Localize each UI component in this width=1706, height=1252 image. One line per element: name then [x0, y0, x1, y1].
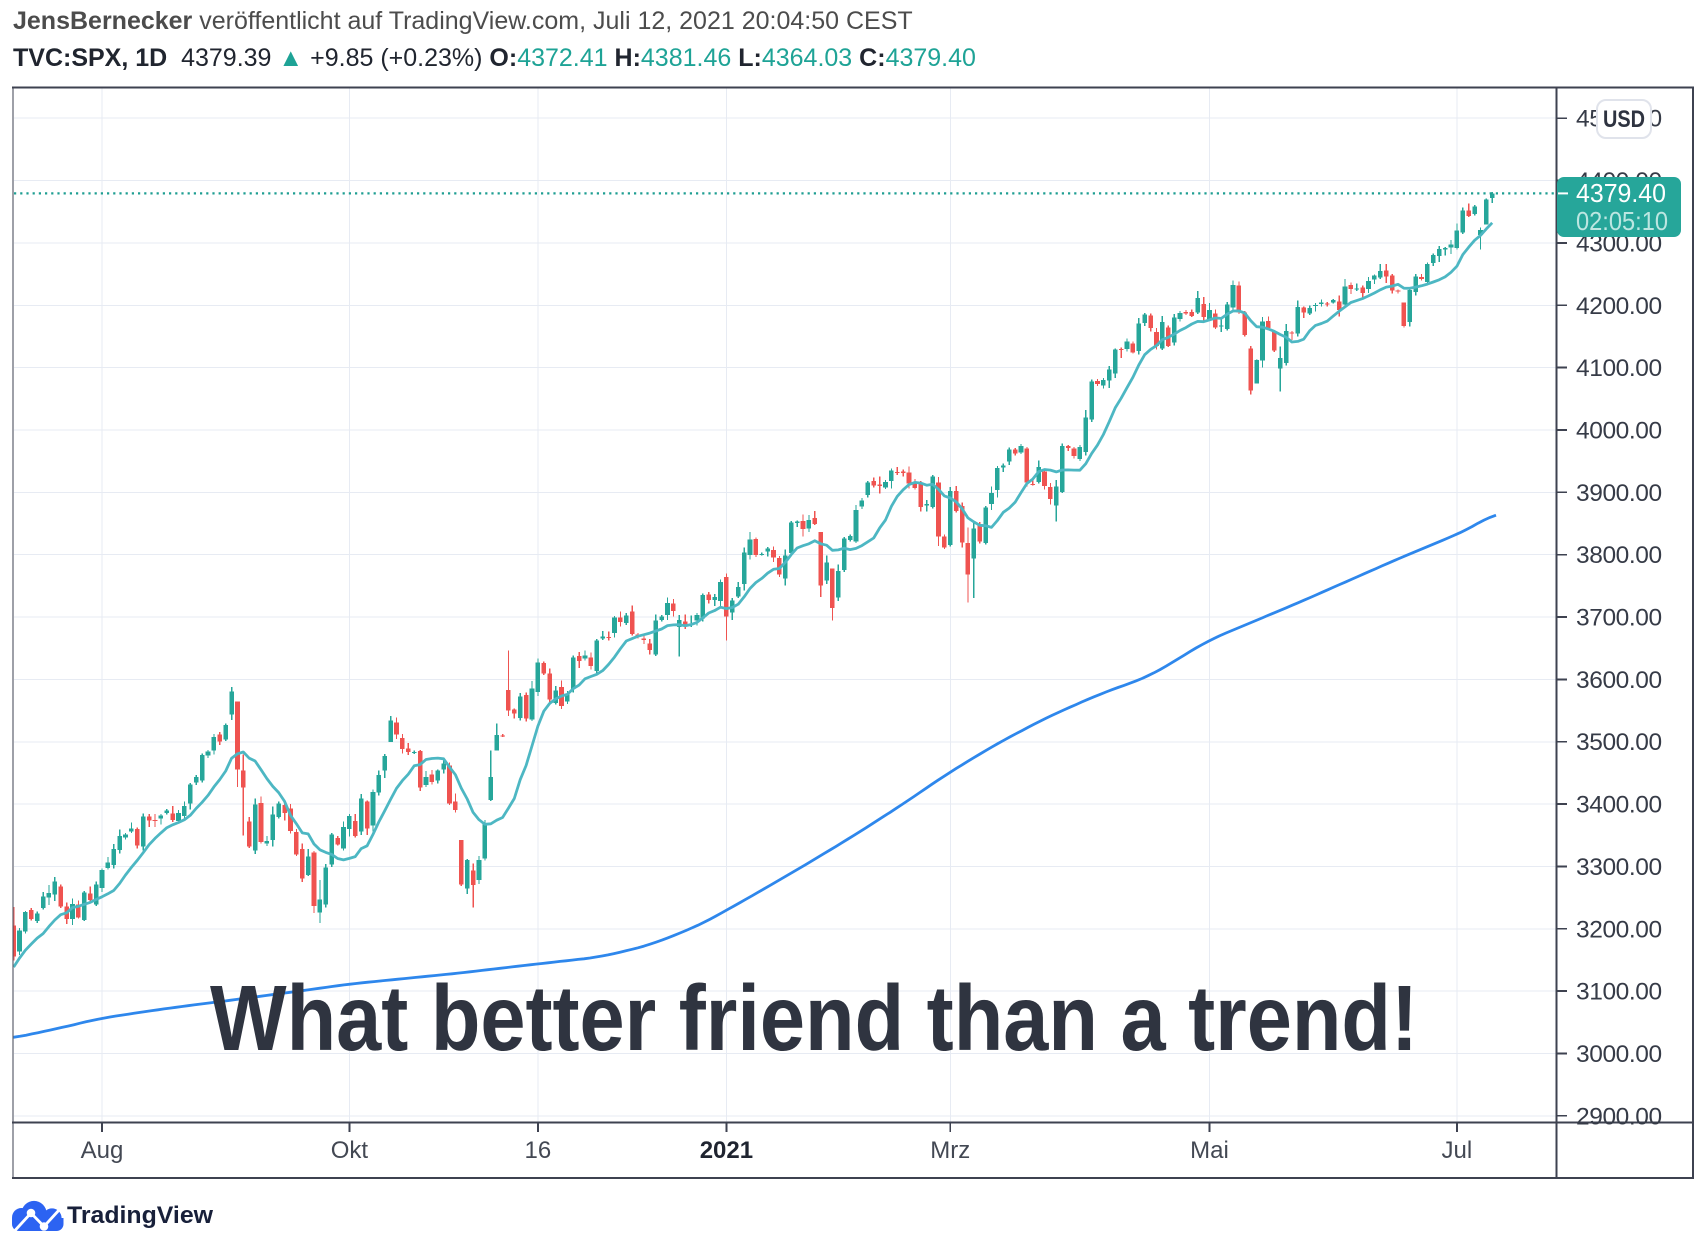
svg-text:3800.00: 3800.00: [1576, 542, 1662, 569]
svg-text:Jul: Jul: [1442, 1137, 1473, 1164]
svg-text:TradingView: TradingView: [67, 1202, 213, 1229]
svg-text:3700.00: 3700.00: [1576, 605, 1662, 632]
svg-text:3500.00: 3500.00: [1576, 729, 1662, 756]
svg-text:4379.40: 4379.40: [1576, 178, 1666, 208]
svg-text:2021: 2021: [700, 1137, 753, 1164]
svg-text:16: 16: [525, 1137, 552, 1164]
svg-text:3300.00: 3300.00: [1576, 854, 1662, 881]
svg-text:USD: USD: [1603, 106, 1645, 133]
svg-text:4200.00: 4200.00: [1576, 293, 1662, 320]
svg-text:3000.00: 3000.00: [1576, 1041, 1662, 1068]
svg-text:2900.00: 2900.00: [1576, 1103, 1662, 1130]
svg-text:Mai: Mai: [1190, 1137, 1229, 1164]
svg-text:What better friend than a tren: What better friend than a trend!: [210, 966, 1418, 1070]
svg-text:3100.00: 3100.00: [1576, 979, 1662, 1006]
svg-text:3900.00: 3900.00: [1576, 480, 1662, 507]
svg-text:Okt: Okt: [331, 1137, 369, 1164]
svg-text:02:05:10: 02:05:10: [1576, 206, 1668, 236]
svg-text:3600.00: 3600.00: [1576, 667, 1662, 694]
svg-text:4000.00: 4000.00: [1576, 418, 1662, 445]
svg-text:4100.00: 4100.00: [1576, 355, 1662, 382]
svg-text:Mrz: Mrz: [930, 1137, 970, 1164]
svg-text:3200.00: 3200.00: [1576, 916, 1662, 943]
svg-text:3400.00: 3400.00: [1576, 792, 1662, 819]
svg-text:Aug: Aug: [81, 1137, 124, 1164]
